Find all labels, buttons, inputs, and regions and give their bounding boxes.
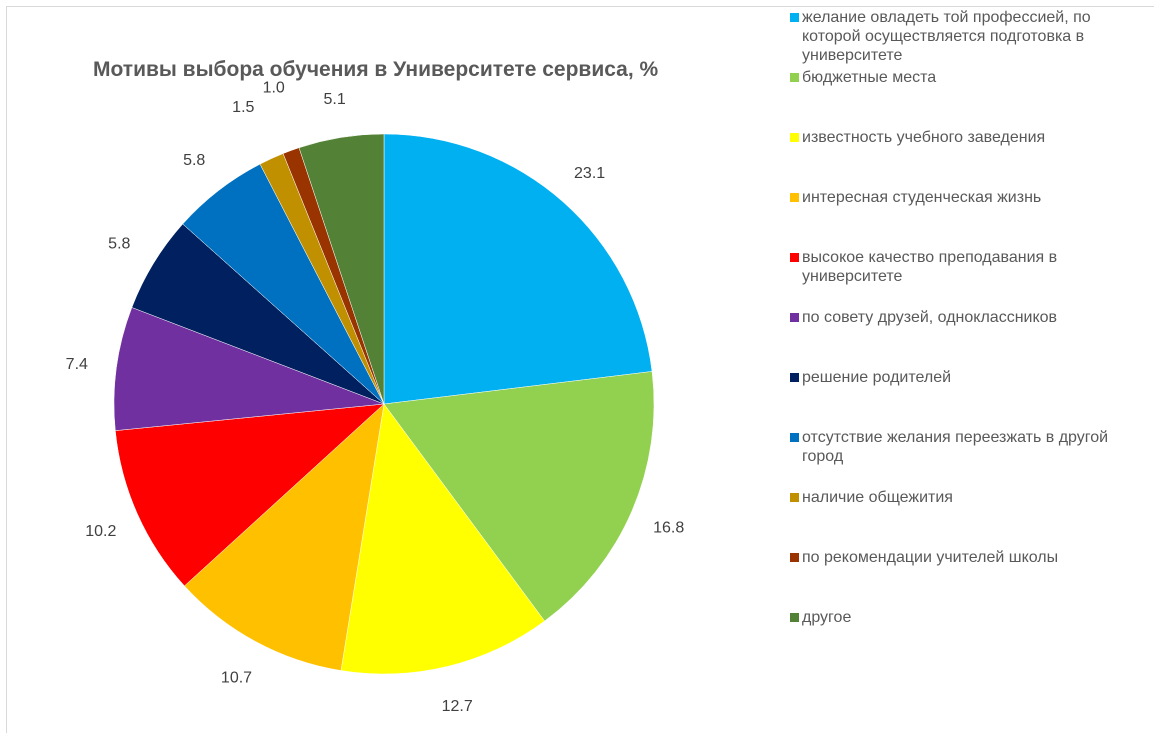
legend-label-2: известность учебного заведения [802,129,1046,146]
chart-legend: желание овладеть той профессией, по кото… [790,0,1150,737]
legend-swatch-4 [790,253,799,262]
legend-item-3: интересная студенческая жизнь [790,188,1140,207]
data-label-6: 5.8 [108,236,130,253]
legend-item-1: бюджетные места [790,68,1140,87]
legend-swatch-0 [790,13,799,22]
data-label-10: 5.1 [323,91,345,108]
legend-label-7: отсутствие желания переезжать в другой г… [802,429,1109,465]
legend-label-5: по совету друзей, одноклассников [802,309,1058,326]
data-label-0: 23.1 [574,165,605,182]
legend-swatch-3 [790,193,799,202]
legend-swatch-5 [790,313,799,322]
legend-label-0: желание овладеть той профессией, по кото… [802,9,1091,64]
data-label-1: 16.8 [653,520,684,537]
legend-swatch-10 [790,613,799,622]
legend-swatch-1 [790,73,799,82]
legend-item-4: высокое качество преподавания в универси… [790,248,1140,286]
legend-label-10: другое [802,609,852,626]
pie-chart: 23.1 16.8 12.7 10.7 10.2 7.4 5.8 5.8 1.5 1.0 5.1 [66,79,685,715]
pie-slice-2 [340,403,545,675]
pie-slice-1 [383,371,655,622]
data-label-4: 10.2 [85,523,116,540]
legend-swatch-7 [790,433,799,442]
data-label-7: 5.8 [183,152,205,169]
pie-slice-4 [115,403,385,587]
legend-label-1: бюджетные места [802,69,937,86]
legend-label-4: высокое качество преподавания в универси… [802,249,1058,285]
legend-item-10: другое [790,608,1140,627]
legend-label-8: наличие общежития [802,489,953,506]
legend-swatch-9 [790,553,799,562]
legend-swatch-8 [790,493,799,502]
chart-frame [6,6,1154,733]
pie-slice-0 [383,133,653,405]
legend-item-6: решение родителей [790,368,1140,387]
legend-item-9: по рекомендации учителей школы [790,548,1140,567]
data-label-3: 10.7 [221,670,252,687]
pie-slice-5 [113,307,385,431]
pie-slice-3 [184,403,385,671]
pie-slice-10 [298,133,385,405]
legend-item-0: желание овладеть той профессией, по кото… [790,8,1140,65]
data-label-2: 12.7 [442,698,473,715]
legend-label-6: решение родителей [802,369,952,386]
legend-label-3: интересная студенческая жизнь [802,189,1042,206]
legend-item-8: наличие общежития [790,488,1140,507]
legend-swatch-6 [790,373,799,382]
legend-swatch-2 [790,133,799,142]
chart-title: Мотивы выбора обучения в Университете се… [93,58,659,81]
legend-item-2: известность учебного заведения [790,128,1140,147]
data-label-9: 1.0 [263,79,285,96]
legend-item-5: по совету друзей, одноклассников [790,308,1140,327]
data-label-5: 7.4 [66,356,88,373]
data-label-8: 1.5 [232,99,254,116]
legend-label-9: по рекомендации учителей школы [802,549,1059,566]
legend-item-7: отсутствие желания переезжать в другой г… [790,428,1140,466]
